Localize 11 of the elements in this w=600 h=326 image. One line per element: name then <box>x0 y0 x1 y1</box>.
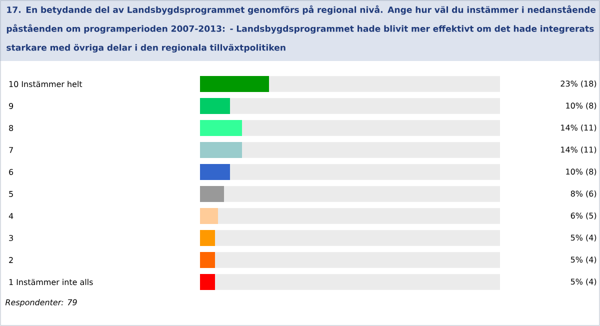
bar <box>200 252 216 268</box>
bar <box>200 120 242 136</box>
bar <box>200 208 218 224</box>
bar <box>200 142 242 158</box>
bar <box>200 274 216 290</box>
bar <box>200 230 216 246</box>
bar <box>200 76 270 92</box>
bar <box>200 186 224 202</box>
bar <box>200 164 230 180</box>
chart-title: 17. En betydande del av Landsbygdsprogrammet genomförs på regional nivå. Ange hur väl du instämmer i nedanstående påståenden om programperioden 2007-2013: - Landsbygdsprogrammet hade blivit mer effektivt om det hade integrerats starkare med övriga delar i den regionala tillväxtpolitiken <box>6 5 596 53</box>
bar <box>200 98 230 114</box>
